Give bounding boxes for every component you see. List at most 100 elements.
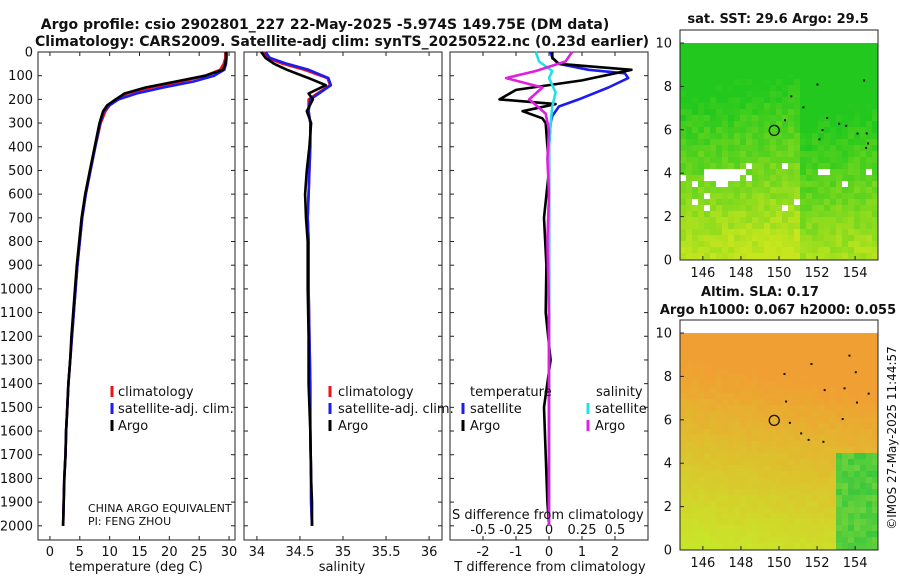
- map-cell: [746, 223, 753, 230]
- map-cell: [806, 339, 813, 346]
- map-cell: [740, 49, 747, 56]
- map-cell: [764, 163, 771, 170]
- map-cell: [800, 169, 807, 176]
- map-cell: [734, 163, 741, 170]
- map-cell: [794, 133, 801, 140]
- map-cell: [812, 363, 819, 370]
- map-cell: [758, 157, 765, 164]
- map-cell: [848, 369, 855, 376]
- map-cell: [776, 429, 783, 436]
- map-cell: [782, 55, 789, 62]
- map-cell: [686, 489, 693, 496]
- map-cell: [794, 519, 801, 526]
- map-cell: [860, 513, 867, 520]
- map-cell: [704, 543, 711, 550]
- map-cell: [722, 85, 729, 92]
- map-cell: [710, 229, 717, 236]
- map-cell: [818, 169, 825, 176]
- map-cell: [770, 85, 777, 92]
- map-cell: [686, 393, 693, 400]
- map-cell: [764, 333, 771, 340]
- map-cell: [794, 187, 801, 194]
- map-cell: [824, 241, 831, 248]
- map-cell: [866, 67, 873, 74]
- map-cell: [686, 85, 693, 92]
- map-cell: [734, 423, 741, 430]
- map-cell: [770, 199, 777, 206]
- map-cell: [746, 253, 753, 260]
- map-cell: [776, 453, 783, 460]
- map-cell: [740, 357, 747, 364]
- map-cell: [746, 399, 753, 406]
- map-cell: [824, 151, 831, 158]
- map-cell: [746, 411, 753, 418]
- map-cell: [842, 85, 849, 92]
- map-cell: [788, 441, 795, 448]
- map-cell: [764, 169, 771, 176]
- map-cell: [818, 133, 825, 140]
- map-cell: [830, 91, 837, 98]
- map-cell: [758, 387, 765, 394]
- map-cell: [680, 247, 687, 254]
- map-cell: [716, 163, 723, 170]
- map-cell: [770, 489, 777, 496]
- map-cell: [812, 97, 819, 104]
- map-cell: [872, 175, 878, 182]
- map-cell: [722, 417, 729, 424]
- map-cell: [770, 61, 777, 68]
- map-cell: [692, 181, 699, 188]
- map-cell: [704, 459, 711, 466]
- map-cell: [806, 253, 813, 260]
- map-cell: [740, 43, 747, 50]
- map-cell: [776, 199, 783, 206]
- map-cell: [824, 181, 831, 188]
- map-cell: [818, 151, 825, 158]
- map-cell: [764, 151, 771, 158]
- map-cell: [794, 85, 801, 92]
- map-cell: [680, 79, 687, 86]
- map-cell: [860, 519, 867, 526]
- map-cell: [680, 169, 687, 176]
- map-cell: [872, 537, 878, 544]
- map-cell: [770, 43, 777, 50]
- map-cell: [728, 411, 735, 418]
- map-cell: [746, 85, 753, 92]
- map-cell: [848, 543, 855, 550]
- map-cell: [710, 339, 717, 346]
- map-cell: [860, 345, 867, 352]
- map-cell: [794, 211, 801, 218]
- map-cell: [680, 223, 687, 230]
- map-cell: [764, 399, 771, 406]
- map-cell: [782, 223, 789, 230]
- map-cell: [758, 483, 765, 490]
- map-cell: [740, 405, 747, 412]
- map-cell: [806, 145, 813, 152]
- map-cell: [686, 519, 693, 526]
- map-cell: [794, 345, 801, 352]
- map-cell: [746, 543, 753, 550]
- map-cell: [692, 477, 699, 484]
- map-cell: [782, 381, 789, 388]
- map-cell: [854, 79, 861, 86]
- map-cell: [818, 357, 825, 364]
- map-cell: [764, 121, 771, 128]
- map-cell: [824, 375, 831, 382]
- map-cell: [722, 133, 729, 140]
- map-cell: [854, 199, 861, 206]
- map-cell: [752, 91, 759, 98]
- depth-tick-label: 500: [8, 164, 33, 179]
- map-cell: [800, 193, 807, 200]
- map-cell: [806, 363, 813, 370]
- map-cell: [788, 363, 795, 370]
- map-cell: [866, 175, 873, 182]
- map-cell: [806, 483, 813, 490]
- difference-xlabel: T difference from climatology: [453, 560, 646, 575]
- map-cell: [866, 91, 873, 98]
- map-cell: [860, 369, 867, 376]
- map-cell: [728, 423, 735, 430]
- map-cell: [830, 399, 837, 406]
- map-cell: [830, 133, 837, 140]
- map-cell: [722, 199, 729, 206]
- map-cell: [734, 477, 741, 484]
- map-cell: [842, 67, 849, 74]
